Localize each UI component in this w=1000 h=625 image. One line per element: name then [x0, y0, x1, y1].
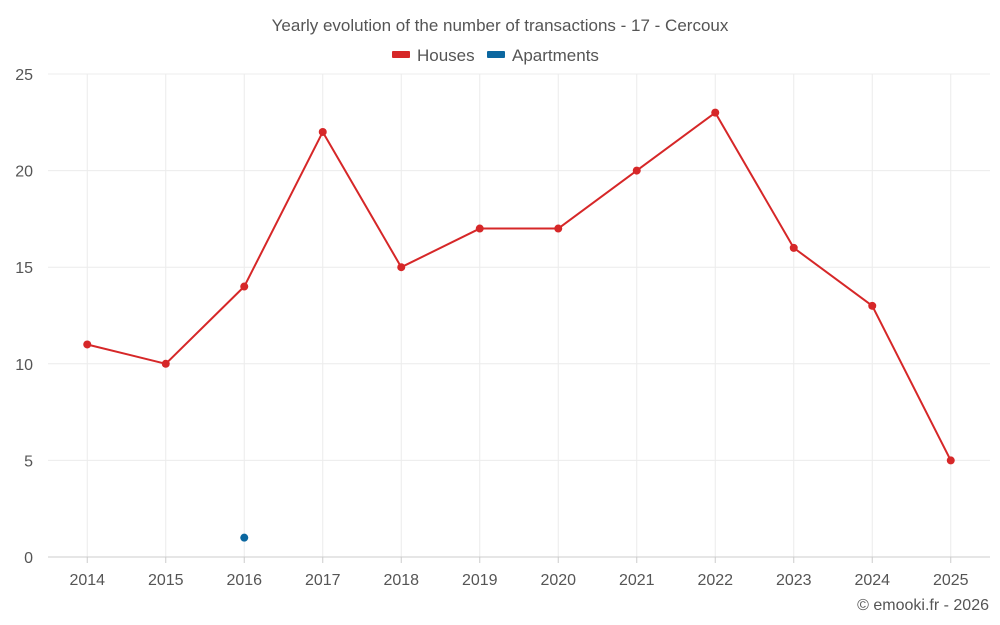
- series-apartments: [240, 533, 249, 542]
- data-point-houses[interactable]: [868, 301, 877, 310]
- series-line-houses: [87, 111, 952, 461]
- x-tick-label: 2016: [226, 572, 262, 589]
- x-tick-label: 2022: [697, 572, 733, 589]
- y-tick-label: 20: [15, 164, 33, 181]
- y-tick-label: 25: [15, 67, 33, 84]
- legend-swatch-apartments: [487, 51, 505, 58]
- chart-title: Yearly evolution of the number of transa…: [272, 16, 729, 35]
- legend-item-houses[interactable]: Houses: [392, 46, 475, 65]
- grid: [48, 73, 990, 557]
- data-point-apartments[interactable]: [240, 533, 249, 542]
- data-point-houses[interactable]: [789, 243, 798, 252]
- data-point-houses[interactable]: [946, 456, 955, 465]
- x-tick-label: 2018: [383, 572, 419, 589]
- x-tick-label: 2019: [462, 572, 498, 589]
- data-point-houses[interactable]: [318, 127, 327, 136]
- x-tick-label: 2020: [540, 572, 576, 589]
- legend-label-apartments: Apartments: [512, 46, 599, 65]
- x-tick-label: 2017: [305, 572, 341, 589]
- y-tick-label: 0: [24, 550, 33, 567]
- data-point-houses[interactable]: [83, 340, 92, 349]
- data-point-houses[interactable]: [475, 224, 484, 233]
- series-houses: [83, 108, 955, 465]
- legend-label-houses: Houses: [417, 46, 475, 65]
- legend-item-apartments[interactable]: Apartments: [487, 46, 599, 65]
- y-tick-label: 10: [15, 357, 33, 374]
- x-tick-label: 2015: [148, 572, 184, 589]
- y-tick-label: 5: [24, 453, 33, 470]
- x-axis-ticks: 2014 2015 2016 2017 2018 2019 2020 2021 2022 2023…: [69, 557, 969, 589]
- y-axis-ticks: 0 5 10 15 20 25: [15, 67, 33, 567]
- legend: Houses Apartments: [392, 46, 599, 65]
- data-point-houses[interactable]: [240, 282, 249, 291]
- y-tick-label: 15: [15, 260, 33, 277]
- data-point-houses[interactable]: [397, 263, 406, 272]
- data-point-houses[interactable]: [711, 108, 720, 117]
- credit-text: © emooki.fr - 2026: [857, 597, 989, 614]
- x-tick-label: 2024: [854, 572, 890, 589]
- data-point-houses[interactable]: [632, 166, 641, 175]
- x-tick-label: 2014: [69, 572, 105, 589]
- data-point-houses[interactable]: [554, 224, 563, 233]
- x-tick-label: 2021: [619, 572, 655, 589]
- series: [83, 108, 955, 542]
- x-tick-label: 2023: [776, 572, 812, 589]
- x-tick-label: 2025: [933, 572, 969, 589]
- data-point-houses[interactable]: [161, 359, 170, 368]
- legend-swatch-houses: [392, 51, 410, 58]
